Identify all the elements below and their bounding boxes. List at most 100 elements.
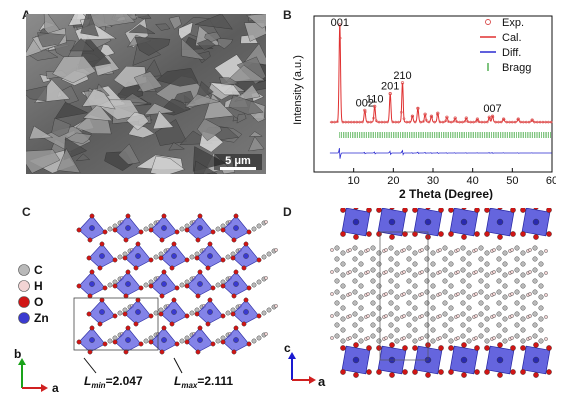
o-atom — [197, 325, 203, 331]
c-atom — [412, 338, 418, 344]
peak-label: 002 — [356, 97, 374, 109]
c-atom — [520, 272, 526, 278]
c-atom — [122, 251, 128, 257]
c-atom — [388, 267, 394, 273]
legend-label: Exp. — [502, 17, 524, 29]
o-atom — [174, 285, 180, 291]
series-exp-point — [422, 120, 425, 123]
o-atom — [89, 213, 95, 219]
h-atom — [492, 292, 496, 296]
series-exp-point — [402, 117, 406, 121]
zn-atom — [352, 218, 360, 226]
o-atom — [159, 349, 165, 355]
c-atom — [502, 294, 508, 300]
sem-flake — [100, 44, 116, 57]
zn-atom — [197, 225, 203, 231]
c-atom — [352, 267, 358, 273]
c-atom — [225, 310, 231, 316]
c-atom — [496, 245, 502, 251]
series-exp-point — [424, 118, 428, 122]
c-atom — [406, 333, 412, 339]
series-exp-point — [363, 108, 367, 112]
c-atom — [514, 245, 520, 251]
c-atom — [215, 338, 221, 344]
c-atom — [266, 307, 272, 313]
c-atom — [406, 300, 412, 306]
h-atom — [384, 314, 388, 318]
series-exp-point — [487, 115, 491, 119]
o-atom — [220, 313, 226, 319]
c-atom — [388, 300, 394, 306]
lmin-arrow — [83, 357, 97, 374]
c-atom — [442, 311, 448, 317]
h-atom — [510, 248, 514, 252]
o-atom — [76, 227, 82, 233]
c-atom — [532, 267, 538, 273]
o-atom — [366, 369, 372, 375]
h-atom — [474, 336, 478, 340]
h-atom — [544, 337, 548, 341]
x-tick-label: 30 — [427, 175, 439, 187]
o-atom — [484, 208, 490, 213]
series-exp-point — [372, 116, 375, 120]
sem-flake — [225, 64, 266, 83]
series-exp-point — [513, 120, 517, 124]
sem-flake — [134, 14, 152, 20]
series-exp-point — [383, 120, 386, 124]
o-atom — [184, 227, 190, 233]
h-atom — [528, 270, 532, 274]
o-atom — [510, 369, 516, 375]
o-atom — [412, 231, 418, 237]
o-atom — [184, 313, 190, 319]
c-atom — [460, 256, 466, 262]
c-atom — [153, 310, 159, 316]
o-atom — [102, 341, 108, 347]
c-atom — [532, 311, 538, 317]
sem-flake — [124, 18, 149, 49]
o-atom — [366, 345, 372, 351]
c-atom — [107, 338, 113, 344]
c-atom — [148, 279, 154, 285]
o-atom — [520, 369, 526, 375]
h-atom — [264, 220, 268, 224]
o-atom — [241, 265, 247, 271]
o-atom — [246, 341, 252, 347]
o-atom — [230, 311, 236, 317]
o-atom — [125, 325, 131, 331]
h-atom — [274, 248, 278, 252]
series-exp-point — [358, 120, 361, 124]
c-atom — [514, 278, 520, 284]
o-atom — [220, 227, 226, 233]
sem-flake — [150, 155, 186, 174]
c-atom — [442, 333, 448, 339]
h-atom — [384, 292, 388, 296]
c-atom — [478, 300, 484, 306]
c-atom — [460, 311, 466, 317]
series-exp-point — [524, 120, 528, 124]
c-atom — [230, 307, 236, 313]
zn-atom — [207, 253, 213, 259]
sem-flake — [57, 148, 81, 174]
c-atom — [220, 279, 226, 285]
o-atom — [412, 369, 418, 375]
h-atom — [384, 336, 388, 340]
panel-c-letter: C — [22, 205, 31, 219]
c-atom — [424, 333, 430, 339]
sem-flake — [204, 31, 222, 43]
sem-flakes — [26, 14, 266, 174]
o-atom — [389, 372, 395, 378]
series-exp-point — [461, 120, 464, 124]
o-atom — [112, 283, 118, 289]
h-atom — [456, 270, 460, 274]
c-atom — [370, 245, 376, 251]
o-atom — [184, 283, 190, 289]
c-atom — [406, 289, 412, 295]
c-atom — [194, 307, 200, 313]
o-atom — [194, 311, 200, 317]
o-atom — [159, 237, 165, 243]
c-atom — [460, 245, 466, 251]
series-exp-point — [533, 120, 536, 124]
series-exp-point — [338, 23, 342, 27]
series-exp-point — [391, 120, 395, 124]
series-exp-point — [438, 120, 442, 124]
